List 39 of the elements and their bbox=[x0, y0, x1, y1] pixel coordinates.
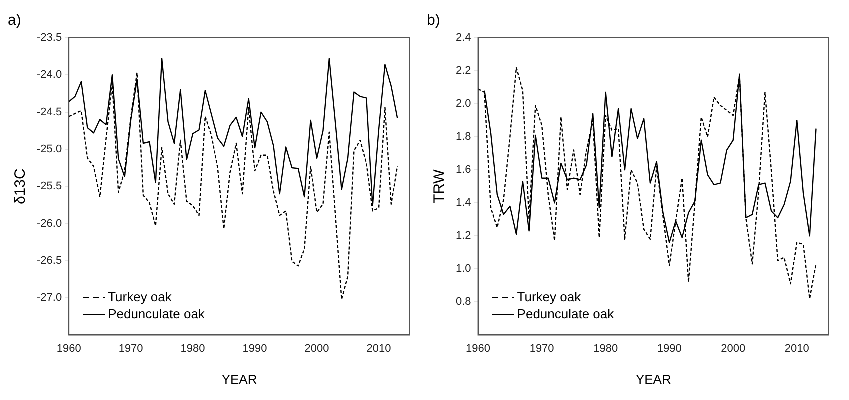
y-tick-label: 2.0 bbox=[456, 98, 472, 110]
x-axis-title: YEAR bbox=[636, 372, 672, 387]
y-tick-label: -27.0 bbox=[36, 292, 62, 304]
y-tick-label: -23.5 bbox=[36, 32, 62, 44]
legend-label: Pedunculate oak bbox=[108, 306, 206, 322]
x-tick-label: 1980 bbox=[594, 342, 618, 355]
legend-label: Turkey oak bbox=[108, 289, 172, 304]
x-tick-label: 1960 bbox=[56, 342, 82, 355]
y-tick-label: 1.2 bbox=[456, 230, 472, 242]
x-tick-label: 1980 bbox=[180, 342, 206, 355]
y-tick-label: -25.0 bbox=[36, 143, 62, 156]
y-tick-label: 0.8 bbox=[456, 296, 472, 308]
x-tick-label: 1990 bbox=[657, 342, 682, 355]
y-axis-title: TRW bbox=[431, 168, 448, 204]
y-tick-label: 1.8 bbox=[456, 131, 472, 144]
x-tick-label: 2000 bbox=[721, 342, 746, 355]
x-tick-label: 1970 bbox=[118, 342, 144, 355]
legend-label: Pedunculate oak bbox=[517, 306, 615, 322]
x-tick-label: 2010 bbox=[366, 342, 392, 355]
y-tick-label: 2.2 bbox=[456, 65, 472, 78]
x-axis-title: YEAR bbox=[222, 372, 258, 387]
y-tick-label: -24.0 bbox=[36, 69, 62, 82]
y-axis-title: δ13C bbox=[12, 168, 30, 205]
x-tick-label: 2010 bbox=[784, 342, 810, 355]
x-tick-label: 1970 bbox=[530, 342, 554, 355]
y-tick-label: -26.0 bbox=[36, 218, 62, 230]
y-tick-label: -25.5 bbox=[36, 180, 62, 193]
legend-label: Turkey oak bbox=[517, 289, 582, 304]
y-tick-label: 2.4 bbox=[456, 32, 472, 44]
y-tick-label: 1.4 bbox=[456, 197, 472, 210]
chart-title: a) bbox=[8, 12, 22, 30]
y-tick-label: 1.0 bbox=[456, 263, 472, 276]
x-tick-label: 1990 bbox=[242, 342, 268, 355]
chart-title: b) bbox=[427, 12, 440, 30]
y-tick-label: -24.5 bbox=[36, 106, 62, 118]
x-tick-label: 2000 bbox=[304, 342, 330, 355]
x-tick-label: 1960 bbox=[466, 342, 491, 355]
y-tick-label: -26.5 bbox=[36, 254, 62, 267]
y-tick-label: 1.6 bbox=[456, 164, 472, 176]
